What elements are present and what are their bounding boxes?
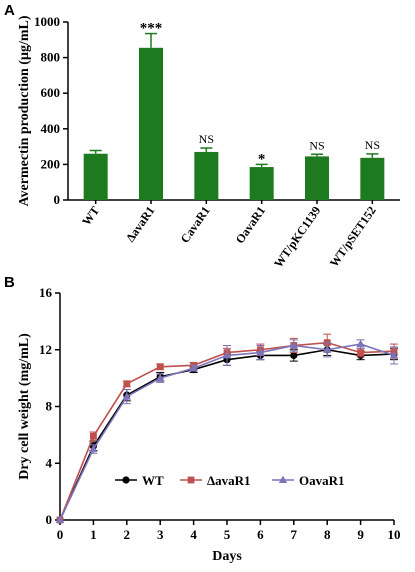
panel-b-data-point [89, 444, 98, 453]
panel-b-series [55, 333, 399, 524]
panel-a-bar [305, 156, 329, 200]
panel-b-x-tick-label: 7 [291, 527, 298, 542]
panel-a-significance-label: NS [199, 132, 214, 146]
panel-a-y-axis-title: Avermectin production (µg/mL) [17, 15, 32, 206]
panel-b-legend: WT ΔavaR1 OavaR1 [115, 473, 345, 488]
panel-b-x-tick-label: 3 [157, 527, 164, 542]
panel-a-bar [194, 151, 219, 200]
panel-a-y-tick-label: 400 [41, 121, 61, 136]
panel-b-y-tick-label: 8 [46, 399, 53, 414]
panel-a-bars: *** NS * NS NS [83, 21, 385, 201]
panel-b-data-point [256, 348, 265, 356]
panel-b-x-tick-label: 1 [90, 527, 97, 542]
panel-b-x-tick-label: 6 [257, 527, 264, 542]
panel-b-y-tick-label: 4 [46, 455, 53, 470]
panel-b-legend-label: OavaR1 [299, 473, 345, 488]
panel-b-legend-marker [187, 476, 195, 484]
panel-b-legend-label: WT [142, 473, 164, 488]
panel-b-y-tick-label: 16 [39, 285, 53, 300]
panel-b-data-point [289, 341, 298, 349]
panel-a-bar-chart: A Avermectin production (µg/mL) *** NS * NS… [4, 2, 400, 270]
panel-b-x-axis-title: Days [212, 549, 242, 564]
panel-b-legend-entry: OavaR1 [272, 473, 345, 488]
panel-b-legend-entry: WT [115, 473, 164, 488]
panel-a-category-label: CavaR1 [178, 204, 213, 246]
panel-b-data-point [323, 345, 332, 353]
panel-b-data-point [389, 351, 399, 359]
panel-b-x-tick-label: 0 [57, 527, 64, 542]
panel-b-data-point [356, 339, 365, 348]
panel-a-bar [139, 47, 163, 201]
panel-a-axes [63, 21, 400, 204]
panel-a-y-tick-label: 200 [41, 156, 61, 171]
panel-a-significance-label: * [258, 151, 266, 167]
panel-b-data-point [55, 515, 65, 523]
panel-b-series-3 [55, 339, 399, 523]
panel-a-y-tick-label: 1000 [34, 14, 60, 29]
panel-b-data-point [189, 363, 198, 372]
panel-b-x-tick-label: 10 [388, 527, 401, 542]
panel-b-y-axis-title: Dry cell weight (mg/mL) [17, 333, 32, 480]
panel-b-data-point [90, 432, 97, 440]
panel-b-data-point [357, 349, 364, 356]
panel-b-x-tick-label: 4 [190, 527, 197, 542]
panel-b-series-line [59, 348, 395, 521]
panel-b-legend-marker [122, 476, 130, 484]
panel-a-category-label: ΔavaR1 [123, 204, 158, 245]
panel-b-label: B [4, 274, 15, 291]
panel-b-series-line [59, 343, 395, 521]
panel-b-data-point [123, 380, 131, 388]
panel-a-category-label: WT/pKC1139 [271, 204, 323, 270]
panel-b-data-point [222, 351, 232, 359]
panel-a-bar [360, 157, 385, 200]
panel-a-y-tick-label: 800 [41, 50, 61, 65]
panel-b-x-tick-label: 9 [357, 527, 364, 542]
panel-b-legend-entry: ΔavaR1 [180, 473, 251, 488]
panel-a-bar [249, 167, 274, 200]
panel-a-significance-label: NS [309, 138, 324, 152]
panel-a-category-label: WT [79, 204, 102, 228]
panel-b-legend-marker [278, 475, 288, 483]
panel-b-series-1 [56, 343, 398, 524]
panel-b-data-point [122, 392, 131, 400]
panel-b-x-tick-label: 2 [124, 527, 131, 542]
panel-b-y-tick-label: 12 [39, 342, 52, 357]
panel-b-x-tick-label: 5 [224, 527, 231, 542]
panel-b-y-tick-label: 0 [46, 512, 53, 527]
panel-b-legend-label: ΔavaR1 [207, 473, 251, 488]
panel-b-data-point [156, 373, 165, 382]
panel-b-series-line [59, 341, 395, 521]
panel-a-significance-label: *** [140, 21, 163, 37]
panel-a-label: A [4, 2, 15, 19]
panel-b-data-point [156, 363, 164, 371]
panel-a-significance-label: NS [365, 138, 380, 152]
panel-a-category-label: OavaR1 [233, 204, 269, 246]
panel-a-y-tick-label: 600 [41, 85, 61, 100]
panel-b-x-tick-label: 8 [324, 527, 331, 542]
panel-b-data-point [290, 351, 298, 360]
panel-a-category-label: WT/pSET152 [327, 204, 379, 270]
panel-a-y-tick-label: 0 [54, 192, 61, 207]
panel-a-bar [83, 153, 108, 200]
